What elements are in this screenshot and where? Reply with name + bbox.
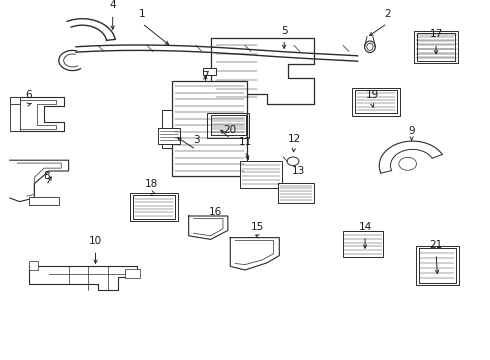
Text: 20: 20 (224, 125, 237, 135)
Bar (278, 183, 314, 203)
Ellipse shape (367, 43, 373, 50)
Bar (343, 231, 383, 257)
Text: 5: 5 (281, 26, 288, 36)
Bar (10, 97, 20, 131)
Text: 16: 16 (209, 207, 222, 217)
Ellipse shape (365, 41, 375, 53)
Text: 19: 19 (366, 90, 379, 100)
Text: 12: 12 (287, 134, 301, 144)
Bar (172, 81, 247, 176)
Bar (125, 269, 140, 278)
Bar (419, 248, 456, 283)
Text: 21: 21 (429, 240, 443, 250)
Bar (158, 128, 180, 144)
Text: 3: 3 (193, 135, 199, 145)
Text: 11: 11 (238, 137, 252, 147)
Bar (130, 193, 178, 221)
Bar (10, 97, 20, 104)
Bar (207, 113, 249, 138)
Text: 14: 14 (358, 222, 372, 232)
Bar (240, 161, 282, 188)
Bar (162, 109, 172, 148)
Bar (352, 88, 400, 116)
Text: 6: 6 (25, 90, 32, 100)
Text: 10: 10 (89, 236, 102, 246)
Text: 18: 18 (145, 179, 159, 189)
Bar (211, 115, 246, 135)
Bar (29, 197, 59, 205)
Text: 15: 15 (250, 222, 264, 232)
Text: 8: 8 (43, 171, 50, 181)
Bar (133, 195, 175, 219)
Text: 13: 13 (292, 166, 306, 176)
Text: 4: 4 (109, 0, 116, 10)
Text: 2: 2 (384, 9, 391, 19)
Text: 1: 1 (139, 9, 146, 19)
Bar (29, 261, 38, 270)
Circle shape (287, 157, 299, 166)
Bar (417, 33, 455, 61)
Text: 7: 7 (202, 71, 209, 81)
Bar (416, 246, 459, 285)
Bar (203, 68, 216, 75)
Text: 9: 9 (408, 126, 415, 136)
Circle shape (399, 157, 416, 170)
Bar (414, 31, 458, 63)
Bar (355, 90, 397, 113)
Text: 17: 17 (429, 29, 443, 39)
